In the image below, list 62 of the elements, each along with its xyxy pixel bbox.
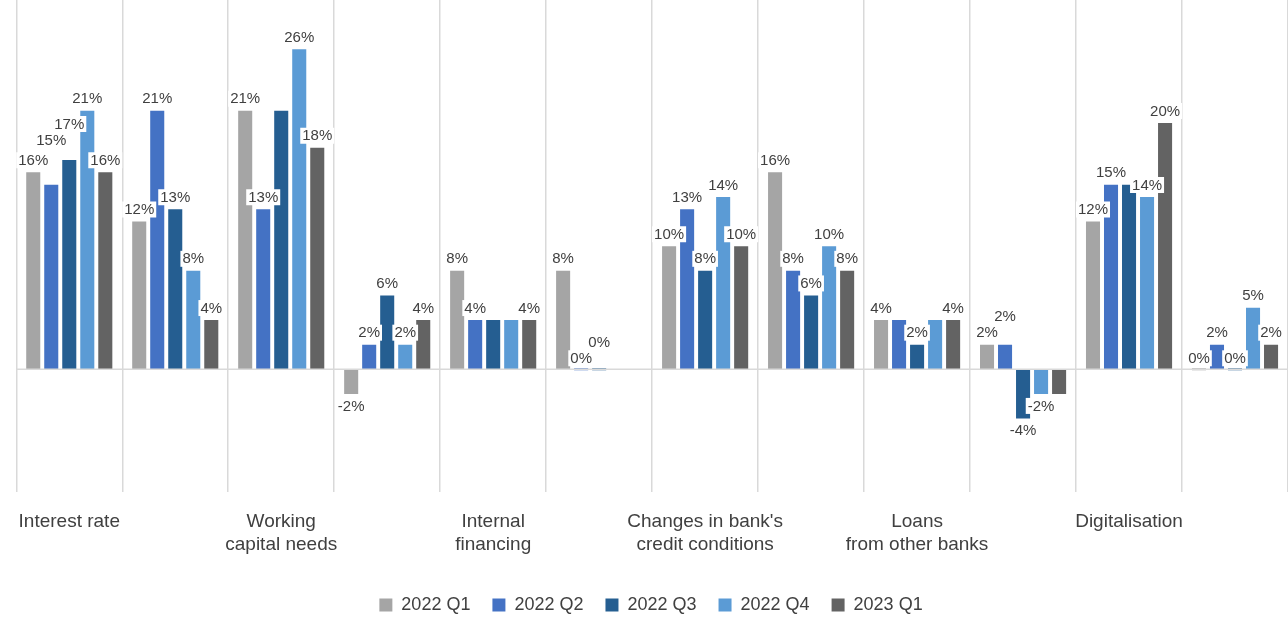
data-label: 16% <box>760 150 791 168</box>
data-label: 14% <box>708 175 739 193</box>
x-tick-label: Digitalisation <box>1075 510 1183 532</box>
legend-label: 2022 Q3 <box>627 593 697 614</box>
data-label: 0% <box>1224 348 1246 366</box>
data-label: 10% <box>726 224 757 242</box>
x-tick-label: Interest rate <box>18 510 120 532</box>
legend-label: 2023 Q1 <box>853 593 923 614</box>
x-tick-label: Changes in bank's credit conditions <box>627 510 783 554</box>
data-label: 0% <box>588 332 610 350</box>
data-label: 2% <box>1206 323 1228 341</box>
data-label: 2% <box>358 323 381 341</box>
data-label: -2% <box>337 396 365 414</box>
data-label: 12% <box>1077 200 1109 218</box>
data-label: 2% <box>994 307 1016 325</box>
x-tick-label: Internal financing <box>455 510 532 554</box>
data-label: 10% <box>654 224 685 242</box>
data-label: 14% <box>1132 175 1163 193</box>
data-label: -4% <box>1009 421 1037 439</box>
data-label: 8% <box>552 249 574 267</box>
data-label: 16% <box>90 150 121 168</box>
data-label: 0% <box>1188 348 1210 366</box>
data-label: 10% <box>814 224 845 242</box>
data-label: 4% <box>870 298 892 316</box>
data-label: 2% <box>976 323 998 341</box>
data-label: 17% <box>54 114 85 132</box>
data-label: 8% <box>182 249 205 267</box>
data-label: 8% <box>782 249 804 267</box>
data-label: 18% <box>302 126 333 144</box>
data-label: 21% <box>230 89 261 107</box>
data-label: 20% <box>1150 101 1181 119</box>
data-label: 13% <box>248 187 279 205</box>
data-label: 13% <box>160 187 191 205</box>
data-label: 21% <box>72 89 103 107</box>
data-label: 21% <box>142 89 173 107</box>
data-label: 4% <box>942 298 964 316</box>
data-label: 26% <box>284 27 315 45</box>
data-label: 4% <box>518 298 541 316</box>
data-label: 12% <box>124 200 155 218</box>
data-label: 15% <box>1096 163 1127 181</box>
data-label: 4% <box>412 298 435 316</box>
data-label: -2% <box>1027 396 1055 414</box>
data-label: 6% <box>800 274 822 292</box>
legend-label: 2022 Q4 <box>740 593 810 614</box>
data-label: 8% <box>446 249 468 267</box>
legend-label: 2022 Q2 <box>514 593 584 614</box>
data-label: 16% <box>18 150 49 168</box>
data-label: 0% <box>570 348 592 366</box>
data-label: 2% <box>1260 323 1282 341</box>
data-label: 13% <box>672 187 703 205</box>
x-tick-label: Working capital needs <box>225 510 338 554</box>
data-label: 4% <box>200 298 223 316</box>
x-tick-label: Loans from other banks <box>845 510 989 554</box>
legend-label: 2022 Q1 <box>401 593 471 614</box>
data-label: 6% <box>376 274 399 292</box>
data-label: 15% <box>36 131 67 149</box>
data-label: 2% <box>394 323 417 341</box>
data-label: 8% <box>836 249 858 267</box>
data-label: 8% <box>694 249 716 267</box>
data-label: 4% <box>464 298 487 316</box>
data-label: 5% <box>1242 286 1264 304</box>
data-label: 2% <box>906 323 928 341</box>
